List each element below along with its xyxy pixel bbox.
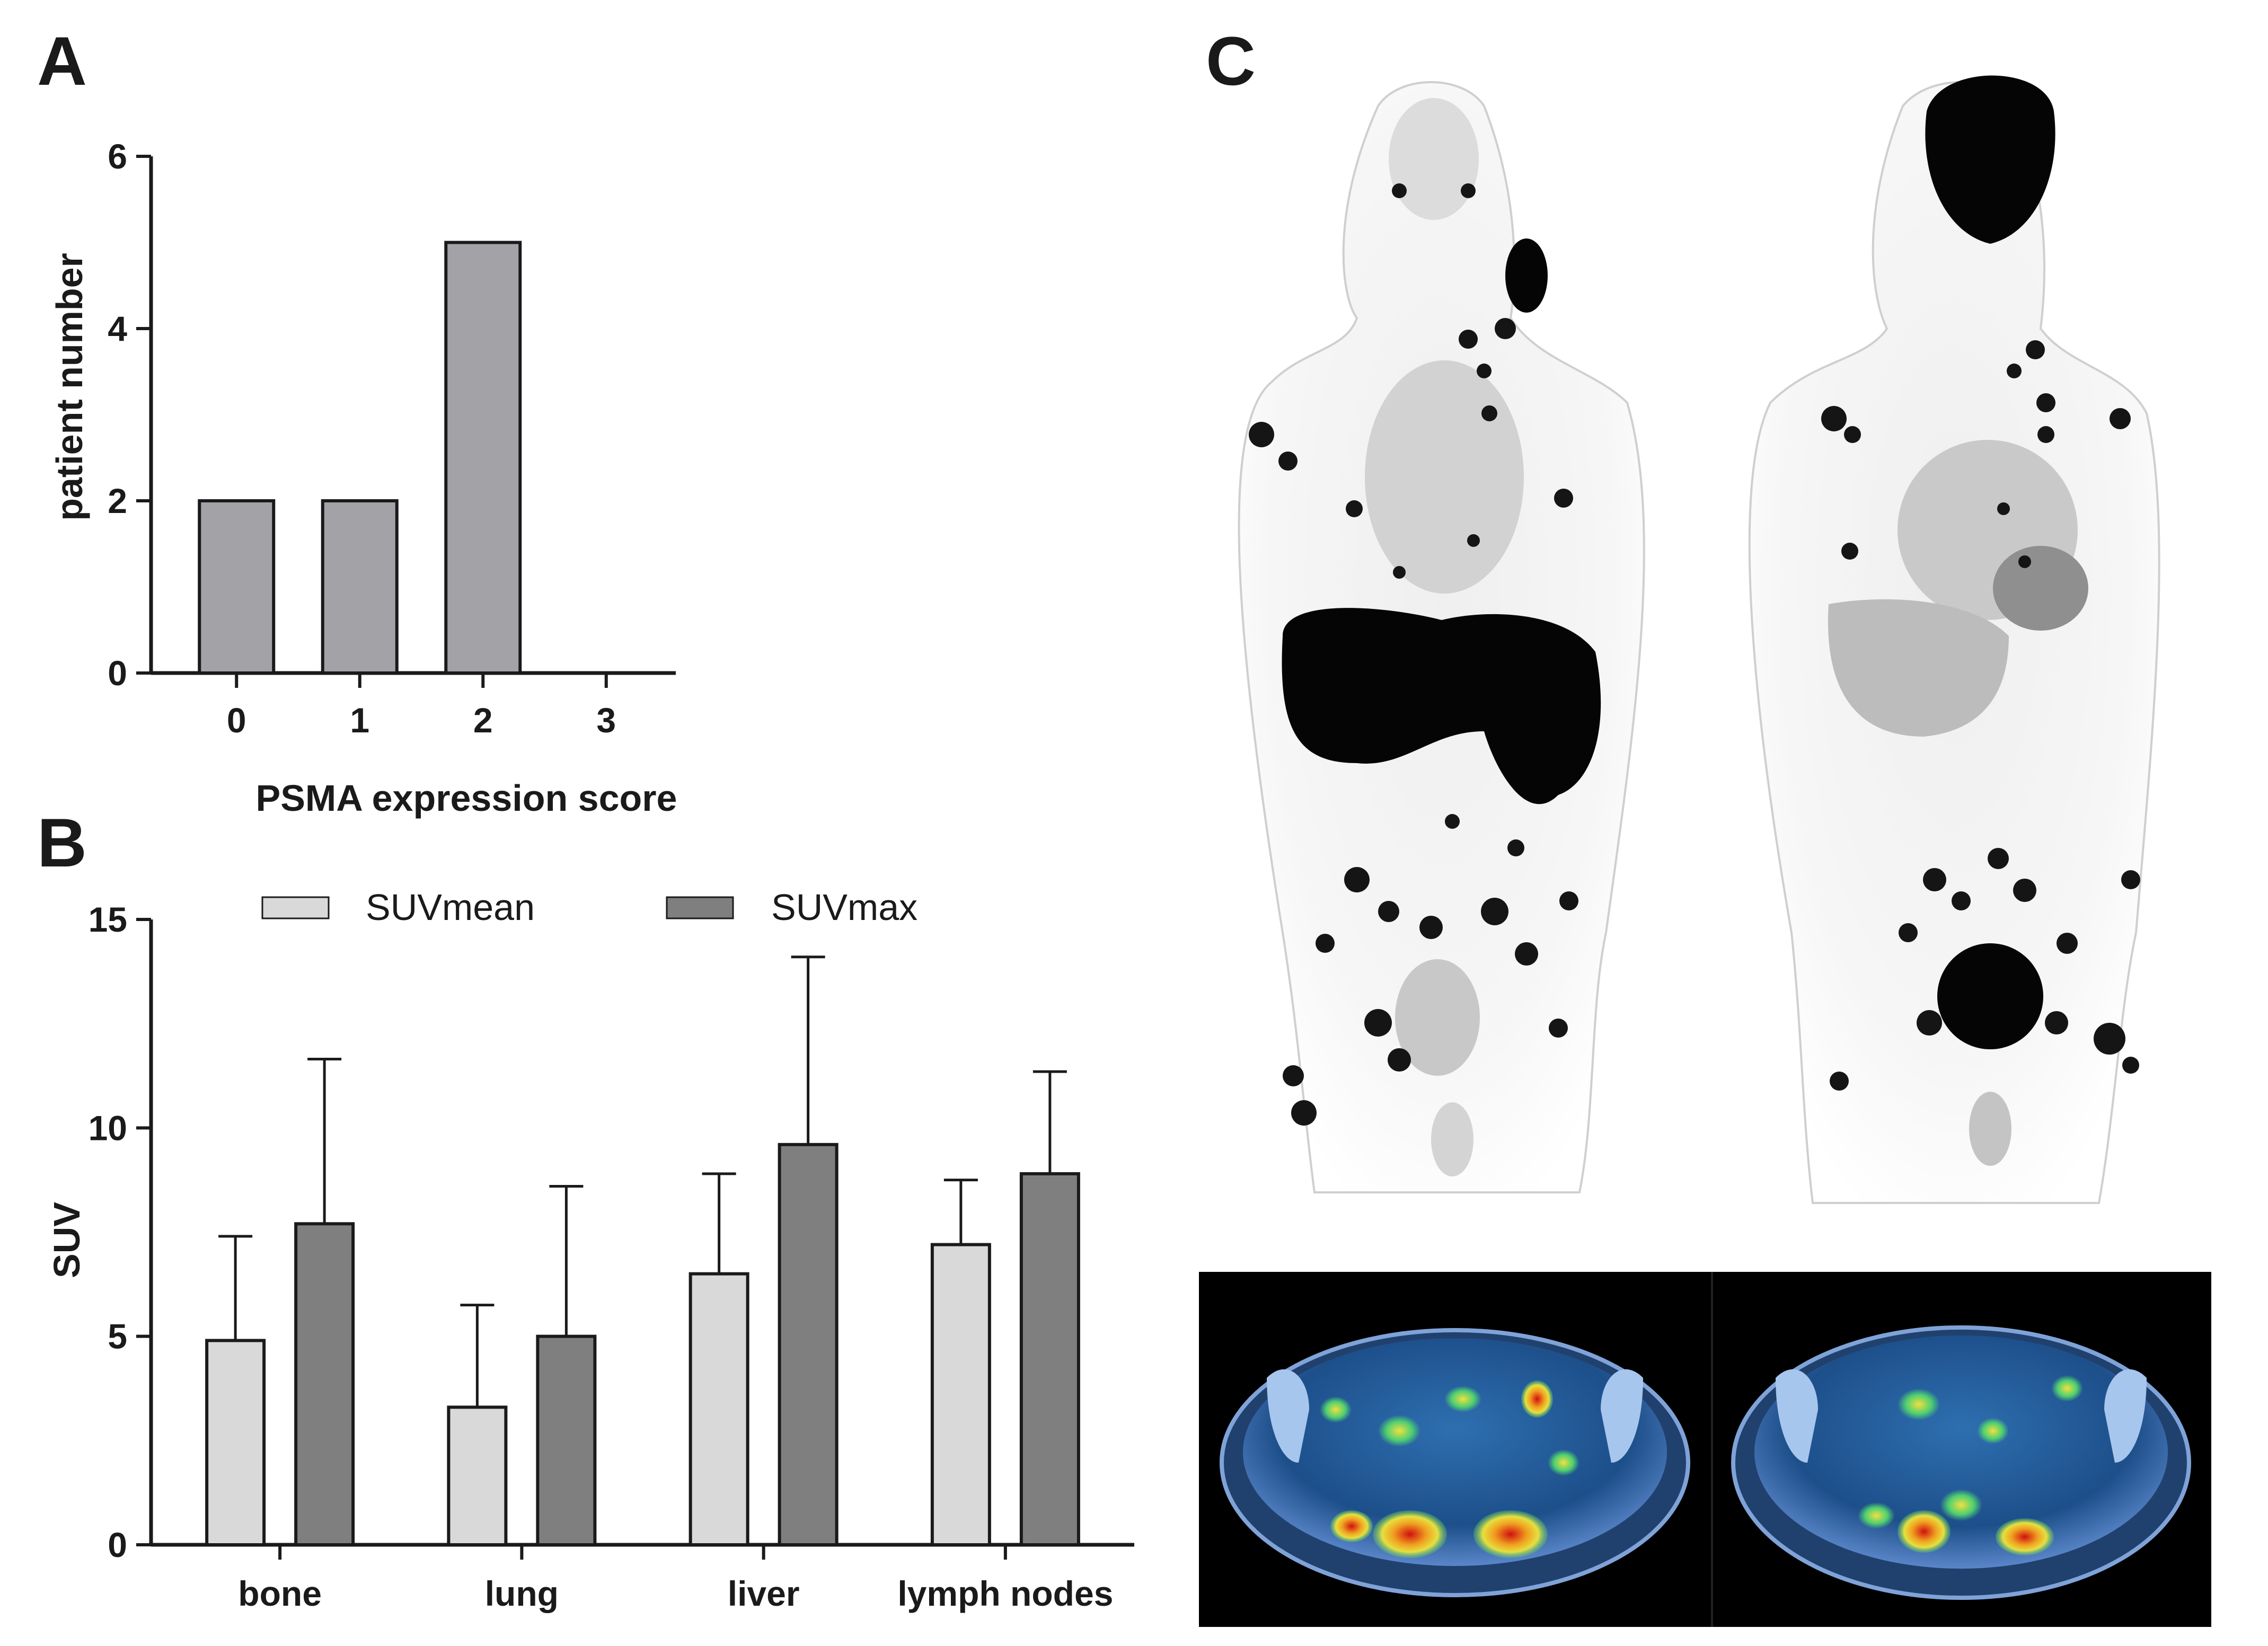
legend-label-suvmean: SUVmean — [366, 887, 535, 928]
chart-b-x-tick-label: bone — [238, 1574, 322, 1613]
chart-a-y-tick-label: 2 — [108, 481, 127, 520]
chart-b-y-tick-label: 5 — [108, 1317, 127, 1356]
chart-a-y-tick-label: 6 — [108, 137, 127, 176]
chart-a-x-axis-label: PSMA expression score — [256, 777, 677, 819]
panel-letter-b: B — [37, 804, 87, 881]
chart-b-x-tick-label: liver — [728, 1574, 800, 1613]
fusion-image-left — [1220, 1328, 1690, 1597]
chart-b: SUV SUVmean SUVmax 0 5 10 15 bone lung liver ly… — [46, 887, 1134, 1613]
chart-b-y-axis-label: SUV — [46, 1202, 87, 1278]
chart-a-x-tick-label: 3 — [596, 701, 616, 740]
chart-a-x-tick-label: 2 — [473, 701, 493, 740]
mip-image-left — [1238, 81, 1645, 1193]
chart-b-y-tick-label: 10 — [89, 1108, 127, 1147]
panel-letter-c: C — [1206, 22, 1256, 100]
chart-a-y-tick-label: 0 — [108, 653, 127, 693]
chart-b-legend: SUVmean SUVmax — [261, 887, 917, 928]
chart-b-bar-suvmean — [689, 1272, 749, 1547]
chart-b-bar-suvmean — [205, 1339, 266, 1547]
chart-b-bar-suvmax — [536, 1334, 597, 1547]
chart-a-bar — [321, 499, 399, 675]
panel-letter-a: A — [37, 22, 87, 100]
chart-a-bar — [444, 241, 522, 675]
chart-a-x-tick-label: 1 — [350, 701, 369, 740]
chart-b-y-tick-label: 15 — [89, 900, 127, 939]
legend-swatch-suvmean — [261, 896, 330, 919]
chart-b-bar-suvmax — [1019, 1172, 1080, 1547]
chart-b-bar-suvmean — [447, 1405, 508, 1546]
chart-b-y-tick-label: 0 — [108, 1525, 127, 1564]
mip-image-right — [1748, 75, 2160, 1204]
chart-b-x-tick-label: lymph nodes — [897, 1574, 1113, 1613]
chart-b-bar-suvmax — [778, 1143, 839, 1547]
chart-a-bar — [198, 499, 276, 675]
legend-label-suvmax: SUVmax — [771, 887, 917, 928]
chart-b-bar-suvmean — [930, 1243, 991, 1547]
legend-swatch-suvmax — [666, 896, 734, 919]
chart-a-x-tick-label: 0 — [227, 701, 246, 740]
chart-b-bar-suvmax — [294, 1222, 355, 1546]
chart-a-y-tick-label: 4 — [108, 309, 127, 348]
chart-a: patient number PSMA expression score 0 2 4… — [49, 137, 677, 819]
chart-b-x-tick-label: lung — [485, 1574, 559, 1613]
fusion-image-right — [1731, 1325, 2191, 1600]
chart-a-y-axis-label: patient number — [49, 253, 90, 521]
fusion-image-panel — [1199, 1272, 2211, 1627]
